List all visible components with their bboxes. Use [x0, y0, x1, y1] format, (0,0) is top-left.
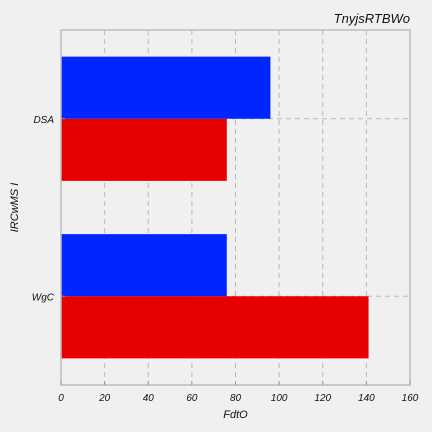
x-tick-label: 20 [98, 393, 111, 404]
bar [61, 118, 227, 181]
x-tick-label: 80 [230, 393, 242, 404]
x-tick-label: 120 [314, 393, 331, 404]
chart-title: TnyjsRTBWo [334, 11, 410, 26]
y-tick-label: WgC [32, 292, 55, 303]
x-tick-label: 60 [186, 393, 198, 404]
x-axis-label: FdtO [223, 409, 248, 421]
y-tick-label: DSA [33, 115, 54, 126]
x-tick-label: 40 [143, 393, 155, 404]
x-tick-label: 100 [271, 393, 288, 404]
bar [61, 56, 271, 119]
bar [61, 296, 369, 359]
y-axis-ticks: WgC DSA [32, 115, 65, 303]
bars [61, 56, 369, 359]
x-tick-label: 160 [402, 393, 419, 404]
y-axis-label: IRCwMS I [9, 183, 21, 233]
x-tick-label: 140 [358, 393, 375, 404]
bar [61, 234, 227, 297]
x-axis-ticks: 0 20 40 60 80 100 120 140 160 [58, 381, 419, 404]
x-tick-label: 0 [58, 393, 64, 404]
